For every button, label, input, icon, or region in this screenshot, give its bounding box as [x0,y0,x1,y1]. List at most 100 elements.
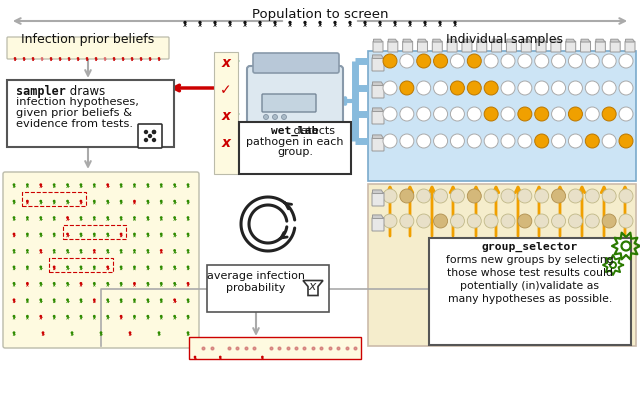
Circle shape [188,266,189,267]
Circle shape [484,214,498,228]
Polygon shape [522,39,531,42]
Circle shape [174,282,175,284]
Circle shape [619,54,633,68]
Text: sampler: sampler [16,85,66,98]
Text: group_selector: group_selector [482,242,578,252]
Circle shape [501,189,515,203]
Circle shape [552,189,566,203]
Circle shape [13,250,15,251]
Circle shape [417,54,431,68]
Circle shape [13,217,15,218]
Text: forms new groups by selecting: forms new groups by selecting [446,255,614,265]
Circle shape [214,22,216,23]
FancyBboxPatch shape [368,184,636,346]
Circle shape [619,81,633,95]
Circle shape [120,201,122,202]
Text: infection hypotheses,: infection hypotheses, [16,97,139,107]
Circle shape [484,107,498,121]
Circle shape [304,22,306,23]
Circle shape [383,134,397,148]
Circle shape [518,81,532,95]
Circle shape [53,250,55,251]
Circle shape [383,54,397,68]
Polygon shape [372,215,383,218]
Circle shape [161,250,162,251]
Text: given prior beliefs &: given prior beliefs & [16,108,132,118]
FancyBboxPatch shape [447,41,457,52]
Circle shape [27,266,28,267]
FancyBboxPatch shape [432,41,442,52]
FancyBboxPatch shape [247,66,343,144]
Circle shape [417,134,431,148]
Polygon shape [372,55,383,59]
FancyBboxPatch shape [521,41,531,52]
Circle shape [467,54,481,68]
Text: draws: draws [66,85,105,98]
Circle shape [120,184,122,186]
Text: wet_lab: wet_lab [271,126,319,136]
Text: Infection prior beliefs: Infection prior beliefs [21,33,155,46]
Text: x: x [221,56,230,70]
Circle shape [107,217,108,218]
Circle shape [484,189,498,203]
Circle shape [149,58,150,59]
Circle shape [13,201,15,202]
Text: many hypotheses as possible.: many hypotheses as possible. [448,294,612,304]
Circle shape [67,184,68,186]
Circle shape [93,250,95,251]
Text: ✓: ✓ [220,83,232,97]
Circle shape [467,189,481,203]
Circle shape [174,250,175,251]
Circle shape [40,299,42,300]
Circle shape [451,81,465,95]
Circle shape [27,282,28,284]
FancyBboxPatch shape [372,111,384,124]
Circle shape [53,299,55,300]
Circle shape [40,184,42,186]
Circle shape [188,233,189,235]
Circle shape [53,201,55,202]
Circle shape [586,81,599,95]
Circle shape [40,201,42,202]
Circle shape [451,214,465,228]
Circle shape [95,58,97,59]
Circle shape [131,58,132,59]
Polygon shape [492,39,501,42]
Polygon shape [625,39,634,42]
Circle shape [13,266,15,267]
Circle shape [147,184,148,186]
Circle shape [93,217,95,218]
Circle shape [282,114,287,119]
Circle shape [120,299,122,300]
Polygon shape [447,39,456,42]
Circle shape [152,139,156,141]
Circle shape [104,58,106,59]
Circle shape [518,54,532,68]
Circle shape [433,81,447,95]
Circle shape [383,81,397,95]
FancyBboxPatch shape [372,58,384,71]
Circle shape [264,121,269,126]
FancyBboxPatch shape [536,41,546,52]
Circle shape [67,316,68,317]
Circle shape [586,214,599,228]
Polygon shape [536,39,545,42]
Polygon shape [372,135,383,139]
Circle shape [147,250,148,251]
FancyBboxPatch shape [625,41,635,52]
Circle shape [145,131,147,134]
Circle shape [619,214,633,228]
Text: potentially (in)validate as: potentially (in)validate as [461,281,600,291]
Circle shape [80,250,82,251]
Circle shape [424,22,426,23]
Circle shape [27,250,28,251]
Circle shape [93,184,95,186]
Circle shape [289,22,291,23]
Circle shape [40,282,42,284]
Circle shape [147,266,148,267]
Circle shape [13,299,15,300]
Circle shape [534,214,548,228]
Circle shape [93,201,95,202]
Circle shape [93,316,95,317]
Circle shape [501,81,515,95]
